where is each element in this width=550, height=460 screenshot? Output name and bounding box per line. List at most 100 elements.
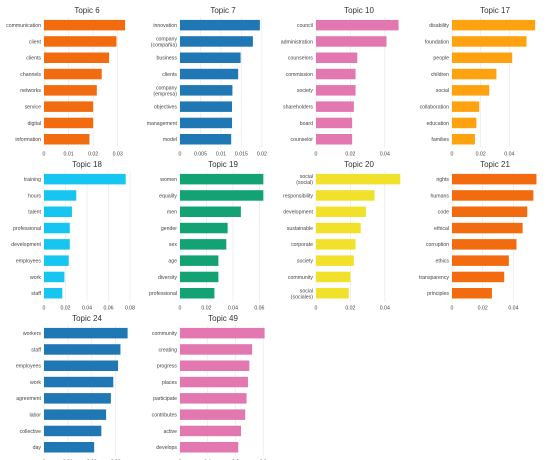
category-label: work — [30, 275, 41, 281]
bar — [44, 206, 72, 217]
bar — [180, 239, 227, 250]
category-label: counselor — [291, 137, 314, 143]
category-label: talent — [28, 210, 41, 216]
category-label: model — [163, 137, 177, 143]
category-label: communication — [6, 23, 41, 29]
category-label: sustainable — [287, 226, 313, 232]
bar — [452, 36, 527, 47]
category-label: community — [288, 275, 313, 281]
category-label: channels — [20, 72, 41, 78]
bar — [44, 68, 102, 80]
category-label: networks — [20, 88, 41, 94]
x-tick-label: 0 — [315, 305, 318, 311]
bar — [44, 19, 126, 31]
bar — [44, 239, 70, 250]
category-label: disability — [429, 23, 449, 29]
bar — [44, 409, 107, 420]
bar — [316, 52, 358, 63]
x-tick-label: 0 — [451, 151, 454, 157]
chart-panel-3: Topic 10 0 0.02 0.04 council administration co… — [281, 6, 399, 157]
category-label: humans — [431, 193, 450, 199]
bar — [452, 288, 492, 299]
bar — [44, 52, 110, 63]
chart-title: Topic 17 — [480, 6, 510, 15]
category-label: professional — [149, 291, 177, 297]
bar — [180, 19, 260, 31]
category-label: diversity — [158, 275, 177, 281]
category-label: work — [30, 380, 41, 386]
x-tick-label: 0.06 — [254, 305, 264, 311]
bar — [44, 101, 94, 112]
category-label: innovation — [153, 23, 177, 29]
x-tick-label: 0.01 — [216, 151, 226, 157]
bar — [180, 117, 233, 129]
category-label: business — [157, 56, 178, 62]
bar — [180, 173, 264, 185]
bar — [316, 239, 356, 250]
chart-title: Topic 24 — [72, 314, 102, 323]
bar — [316, 134, 353, 145]
bar — [180, 206, 241, 217]
chart-panel-9: Topic 2400.010.020.03workersstaffemploye… — [16, 314, 128, 460]
category-label: counselors — [288, 56, 313, 62]
chart-panel-8: Topic 21 0 0.02 0.04 rights humans code ethical… — [419, 160, 537, 311]
x-tick-label: 0.04 — [380, 305, 390, 311]
bar — [180, 134, 232, 145]
category-label: education — [427, 121, 450, 127]
category-label: develops — [156, 445, 177, 451]
category-label: age — [168, 258, 177, 264]
category-label: sex — [169, 242, 177, 248]
category-label: society — [297, 88, 314, 94]
bar — [452, 85, 490, 96]
category-label: principles — [427, 291, 449, 297]
x-tick-label: 0 — [179, 151, 182, 157]
x-tick-label: 0.02 — [345, 151, 355, 157]
category-label: men — [167, 210, 177, 216]
bar — [452, 222, 523, 234]
category-label: corruption — [426, 242, 449, 248]
category-label: labor — [29, 412, 41, 418]
bar — [44, 190, 77, 201]
category-label: collective — [20, 429, 41, 435]
category-label: staff — [31, 291, 41, 297]
bar — [44, 360, 119, 371]
category-label: social (sociales) — [291, 288, 313, 300]
category-label: employees — [16, 364, 41, 370]
category-label: progress — [157, 364, 178, 370]
chart-title: Topic 20 — [344, 160, 374, 169]
bar — [180, 222, 228, 234]
chart-title: Topic 10 — [344, 6, 374, 15]
x-tick-label: 0.06 — [103, 305, 113, 311]
bar — [180, 376, 248, 388]
category-label: workers — [23, 331, 42, 337]
bar — [452, 68, 497, 80]
x-tick-label: 0.02 — [345, 305, 355, 311]
chart-title: Topic 7 — [210, 6, 236, 15]
bar — [44, 393, 111, 404]
bar — [44, 344, 121, 355]
bar — [44, 271, 65, 283]
bar — [180, 288, 215, 299]
bar — [44, 117, 94, 129]
bar — [316, 19, 399, 31]
bar — [316, 68, 356, 80]
category-label: places — [162, 380, 177, 386]
chart-panel-2: Topic 7 0 0.005 0.01 0.015 0.02 innovation comp… — [147, 6, 267, 157]
category-label: council — [297, 23, 313, 29]
chart-title: Topic 6 — [74, 6, 100, 15]
x-tick-label: 0.04 — [228, 305, 238, 311]
chart-panel-1: Topic 6 0 0.01 0.02 0.03 communication client c… — [6, 6, 126, 157]
category-label: people — [433, 56, 449, 62]
bar — [44, 255, 69, 266]
bar — [180, 425, 242, 437]
bar — [44, 327, 128, 339]
bar — [316, 36, 387, 47]
x-tick-label: 0 — [451, 305, 454, 311]
category-label: agreement — [16, 396, 41, 402]
bar — [316, 101, 354, 112]
bar — [180, 255, 219, 266]
bar — [316, 255, 354, 266]
category-label: professional — [13, 226, 41, 232]
category-label: contributes — [152, 412, 178, 418]
category-label: board — [300, 121, 313, 127]
